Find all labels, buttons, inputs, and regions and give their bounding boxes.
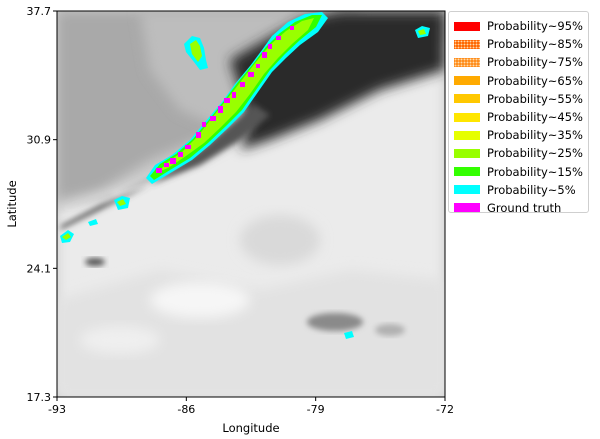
legend-swatch	[454, 130, 480, 140]
legend-entry: Probability~65%	[454, 72, 583, 90]
legend-label: Probability~75%	[487, 55, 583, 70]
legend-swatch	[454, 148, 480, 158]
legend-entry: Probability~45%	[454, 108, 583, 126]
legend-swatch	[454, 39, 480, 49]
x-tick-label: -72	[436, 403, 454, 416]
legend-label: Probability~55%	[487, 91, 583, 106]
legend-swatch	[454, 167, 480, 177]
y-tick-label: 37.7	[27, 5, 52, 18]
legend-entry: Probability~75%	[454, 53, 583, 71]
legend-entry: Probability~5%	[454, 181, 583, 199]
legend-entry: Probability~85%	[454, 35, 583, 53]
legend-label: Probability~45%	[487, 110, 583, 125]
legend-label: Probability~95%	[487, 19, 583, 34]
x-tick-label: -79	[307, 403, 325, 416]
x-tick-label: -86	[177, 403, 195, 416]
legend-swatch	[454, 94, 480, 104]
legend-label: Probability~65%	[487, 73, 583, 88]
legend-label: Probability~85%	[487, 37, 583, 52]
legend-swatch	[454, 21, 480, 31]
x-axis-title: Longitude	[222, 421, 279, 435]
legend: Probability~95% Probability~85% Probabilit…	[448, 11, 589, 215]
legend-entry: Probability~55%	[454, 90, 583, 108]
y-tick-label: 30.9	[27, 134, 52, 147]
legend-label: Probability~15%	[487, 164, 583, 179]
x-axis: -93 -86 -79 -72	[48, 397, 454, 416]
y-axis-title: Latitude	[5, 180, 19, 227]
y-axis: 37.7 30.9 24.1 17.3	[27, 5, 57, 404]
legend-swatch	[454, 57, 480, 67]
legend-label: Probability~5%	[487, 182, 576, 197]
probability-overlay	[60, 12, 430, 339]
legend-entry: Ground truth	[454, 199, 583, 217]
y-tick-label: 17.3	[27, 391, 52, 404]
legend-swatch	[454, 185, 480, 195]
legend-label: Ground truth	[487, 200, 562, 215]
legend-entry: Probability~95%	[454, 17, 583, 35]
legend-swatch	[454, 112, 480, 122]
legend-entry: Probability~25%	[454, 144, 583, 162]
legend-entry: Probability~35%	[454, 126, 583, 144]
legend-label: Probability~25%	[487, 146, 583, 161]
legend-swatch	[454, 203, 480, 213]
x-tick-label: -93	[48, 403, 66, 416]
plot-frame	[56, 10, 446, 398]
legend-label: Probability~35%	[487, 128, 583, 143]
legend-entry: Probability~15%	[454, 163, 583, 181]
y-tick-label: 24.1	[27, 262, 52, 275]
legend-swatch	[454, 76, 480, 86]
